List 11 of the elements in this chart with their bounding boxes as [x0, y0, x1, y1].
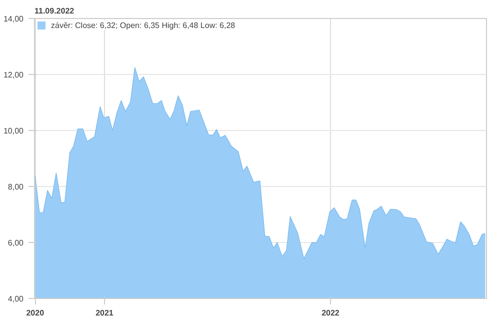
x-tick-label: 2022 [322, 308, 340, 318]
y-tick-label: 4,00 [8, 294, 24, 304]
y-tick-label: 10,00 [3, 126, 24, 136]
y-tick-label: 8,00 [8, 182, 24, 192]
x-tick-label: 2021 [96, 308, 114, 318]
y-tick-label: 14,00 [3, 14, 24, 24]
legend-label: závěr: Close: 6,32; Open: 6,35 High: 6,48 Low: 6,28 [51, 20, 236, 30]
chart-title: 11.09.2022 [34, 6, 75, 16]
y-tick-label: 12,00 [3, 70, 24, 80]
x-tick-label: 2020 [26, 308, 45, 318]
y-tick-label: 6,00 [8, 238, 24, 248]
